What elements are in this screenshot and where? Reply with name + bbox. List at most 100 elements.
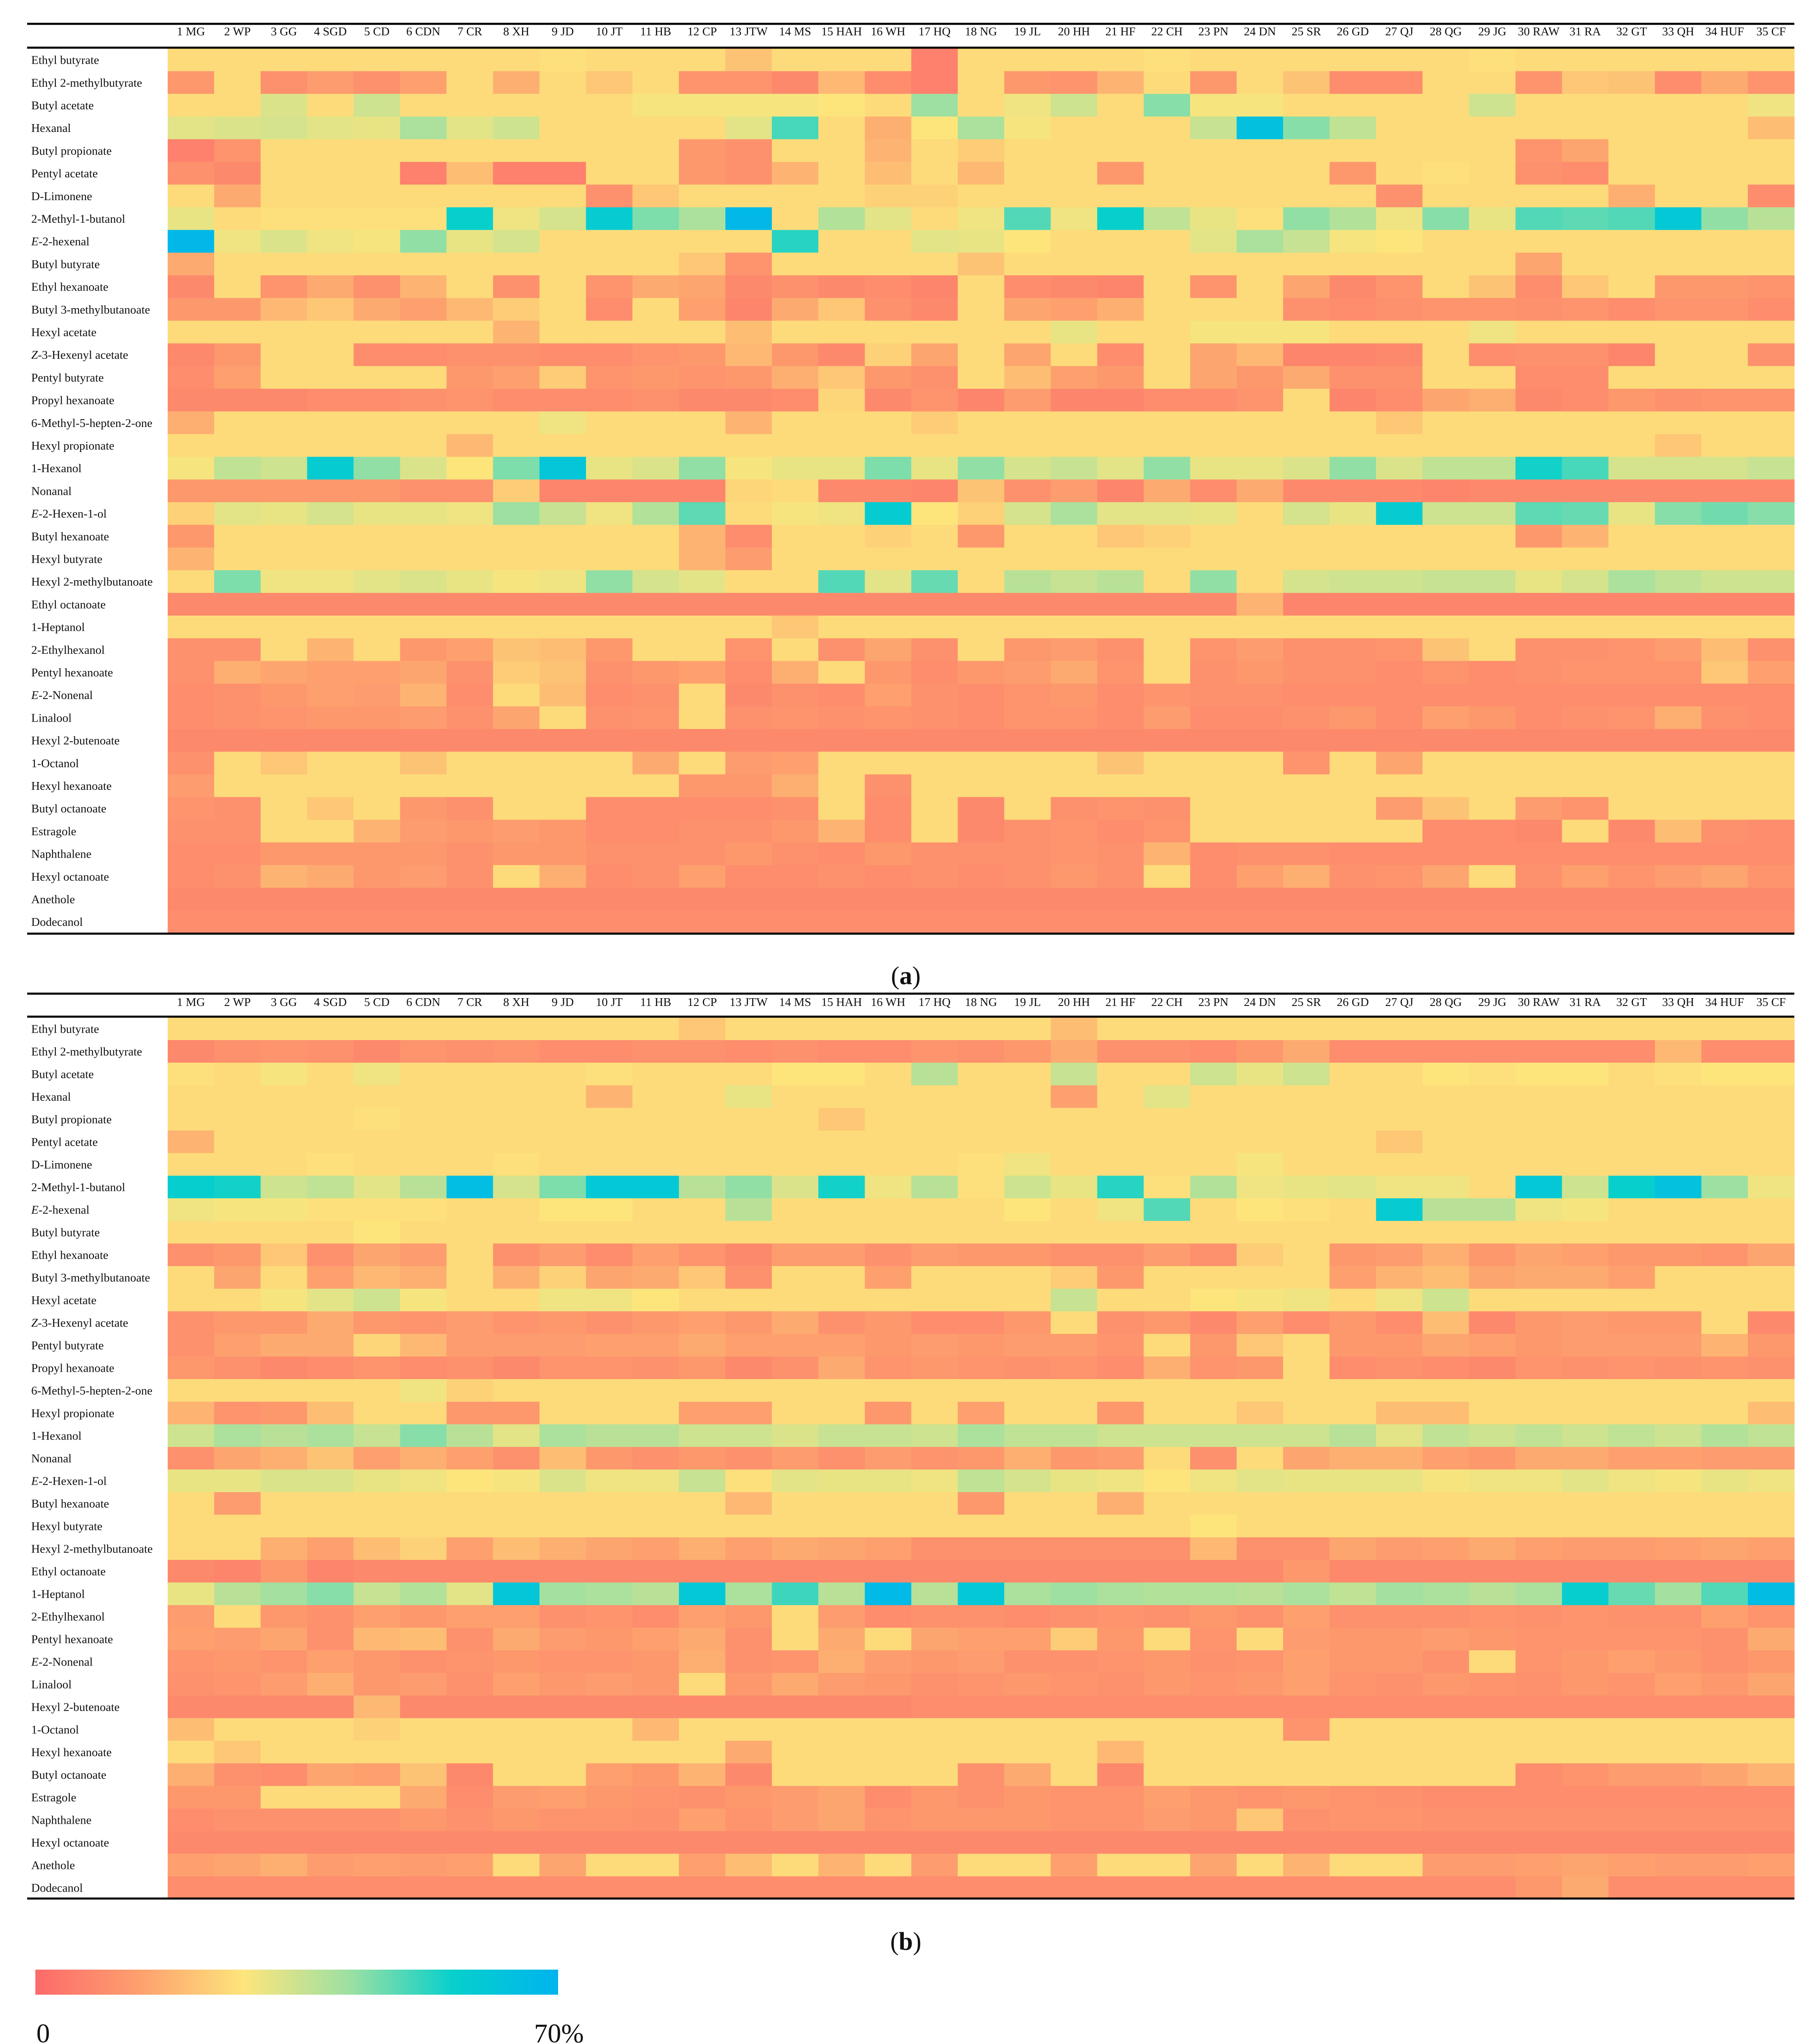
heatmap-cell [958,1130,1005,1153]
heatmap-cell [1701,479,1748,503]
heatmap-cell [539,638,586,661]
heatmap-cell [818,1402,865,1425]
heatmap-cell [1050,1492,1098,1515]
heatmap-cell [261,1515,307,1538]
heatmap-cell [1190,1696,1237,1719]
heatmap-cell [1283,752,1330,775]
heatmap-cell [1747,1447,1795,1470]
heatmap-cell [818,1379,865,1402]
heatmap-cell [632,1628,679,1651]
heatmap-cell [1422,1334,1469,1357]
heatmap-cell [725,116,772,140]
heatmap-cell [865,1424,912,1447]
heatmap-cell [725,1583,772,1606]
row-label: Dodecanol [31,916,83,929]
heatmap-cell [772,593,819,616]
heatmap-cell [1236,162,1283,185]
heatmap-cell [539,910,586,934]
heatmap-cell [261,1357,307,1380]
heatmap-cell [1143,683,1191,707]
heatmap-cell [1004,1063,1051,1086]
heatmap-cell [493,797,540,820]
heatmap-cell [261,1583,307,1606]
heatmap-cell [1562,321,1609,344]
heatmap-cell [539,1537,586,1560]
heatmap-cell [772,729,819,752]
heatmap-cell [446,729,494,752]
heatmap-cell [818,1718,865,1741]
heatmap-cell [1515,661,1563,684]
heatmap-cell [400,1718,447,1741]
heatmap-cell [1608,1854,1655,1877]
heatmap-cell [400,321,447,344]
heatmap-cell [1050,230,1098,253]
heatmap-cell [679,48,726,72]
heatmap-cell [214,1831,261,1854]
heatmap-cell [446,616,494,639]
heatmap-cell [307,230,354,253]
column-header: 17 HQ [919,25,951,38]
heatmap-cell [679,1379,726,1402]
heatmap-cell [911,1153,958,1176]
heatmap-cell [493,1017,540,1040]
heatmap-cell [1236,1605,1283,1628]
heatmap-cell [1608,1537,1655,1560]
heatmap-cell [353,865,401,888]
heatmap-cell [307,1673,354,1696]
row-label: D-Limonene [31,1158,92,1172]
heatmap-cell [307,638,354,661]
heatmap-cell [911,683,958,707]
heatmap-cell [586,1198,633,1221]
heatmap-cell [958,1108,1005,1131]
heatmap-cell [1655,411,1702,434]
heatmap-cell [1562,1289,1609,1312]
heatmap-cell [539,1357,586,1380]
heatmap-cell [725,1017,772,1040]
heatmap-cell [1747,1379,1795,1402]
heatmap-cell [865,1741,912,1764]
column-header: 19 JL [1014,996,1041,1009]
heatmap-cell [1330,1040,1376,1063]
heatmap-cell [958,1153,1005,1176]
heatmap-cell [1190,1718,1237,1741]
row-label: E-2-Hexen-1-ol [31,1475,107,1488]
heatmap-cell [1562,1130,1609,1153]
heatmap-cell [818,1673,865,1696]
heatmap-cell [865,752,912,775]
heatmap-cell [353,298,401,321]
heatmap-cell [1422,1583,1469,1606]
heatmap-cell [1004,1311,1051,1334]
heatmap-cell [1330,139,1376,162]
heatmap-cell [865,94,912,117]
heatmap-cell [1283,593,1330,616]
heatmap-cell [446,1515,494,1538]
heatmap-cell [493,502,540,525]
heatmap-cell [168,1221,215,1244]
heatmap-cell [818,1334,865,1357]
heatmap-cell [911,366,958,389]
heatmap-cell [261,1424,307,1447]
heatmap-cell [725,1198,772,1221]
heatmap-cell [1376,525,1423,548]
heatmap-cell [1655,1741,1702,1764]
heatmap-cell [632,479,679,503]
heatmap-cell [1422,1243,1469,1267]
heatmap-cell [958,94,1005,117]
heatmap-cell [1701,1402,1748,1425]
row-label: Z-3-Hexenyl acetate [31,1317,128,1330]
heatmap-cell [168,185,215,208]
heatmap-cell [1097,94,1144,117]
heatmap-cell [1190,479,1237,503]
heatmap-cell [307,547,354,571]
heatmap-cell [911,343,958,367]
row-label: E-2-hexenal [31,1204,90,1217]
heatmap-cell [1050,888,1098,911]
heatmap-cell [1469,797,1516,820]
heatmap-cell [1655,162,1702,185]
heatmap-cell [1562,1831,1609,1854]
heatmap-cell [586,1447,633,1470]
heatmap-cell [865,321,912,344]
heatmap-cell [586,1854,633,1877]
heatmap-cell [1236,1537,1283,1560]
heatmap-cell [214,1017,261,1040]
